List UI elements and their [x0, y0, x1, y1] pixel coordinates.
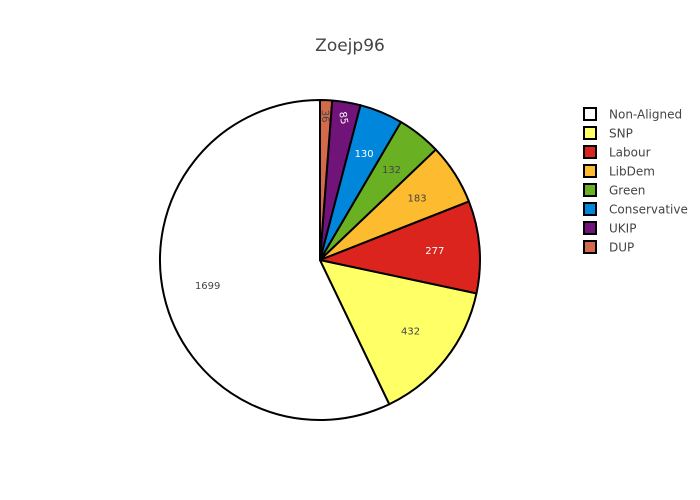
legend-swatch-dup[interactable] [583, 240, 597, 254]
pie-slice-label-ukip: 85 [336, 111, 349, 125]
legend-swatch-labour[interactable] [583, 145, 597, 159]
pie-slices [159, 99, 481, 421]
legend-label-non-aligned[interactable]: Non-Aligned [609, 108, 682, 122]
legend-swatch-snp[interactable] [583, 126, 597, 140]
legend-label-ukip[interactable]: UKIP [609, 222, 636, 236]
legend-label-conservative[interactable]: Conservative [609, 203, 688, 217]
pie-slice-labels: 1699 432 277 183 132 130 85 36 [195, 110, 444, 338]
legend-label-labour[interactable]: Labour [609, 146, 651, 160]
legend-swatch-ukip[interactable] [583, 221, 597, 235]
legend-swatch-libdem[interactable] [583, 164, 597, 178]
pie-slice-label-snp: 432 [401, 327, 420, 338]
pie-slice-label-non-aligned: 1699 [195, 281, 220, 292]
pie-slice-labour[interactable] [319, 200, 481, 295]
chart-title: Zoejp96 [315, 36, 385, 56]
pie-slice-label-labour: 277 [425, 246, 444, 257]
pie-slice-dup[interactable] [319, 99, 334, 261]
pie-slice-non-aligned[interactable] [159, 99, 391, 421]
legend-swatch-green[interactable] [583, 183, 597, 197]
legend-label-libdem[interactable]: LibDem [609, 165, 655, 179]
legend: Non-Aligned SNP Labour LibDem Green Conservat… [583, 107, 688, 255]
pie-slice-label-conservative: 130 [355, 149, 374, 160]
pie-slice-snp[interactable] [319, 259, 478, 406]
pie-slice-label-libdem: 183 [408, 193, 427, 204]
pie-slice-label-dup: 36 [319, 110, 330, 123]
legend-swatch-non-aligned[interactable] [583, 107, 597, 121]
legend-swatch-conservative[interactable] [583, 202, 597, 216]
pie-slice-label-green: 132 [382, 165, 401, 176]
legend-label-snp[interactable]: SNP [609, 127, 633, 141]
legend-label-green[interactable]: Green [609, 184, 645, 198]
legend-label-dup[interactable]: DUP [609, 241, 634, 255]
